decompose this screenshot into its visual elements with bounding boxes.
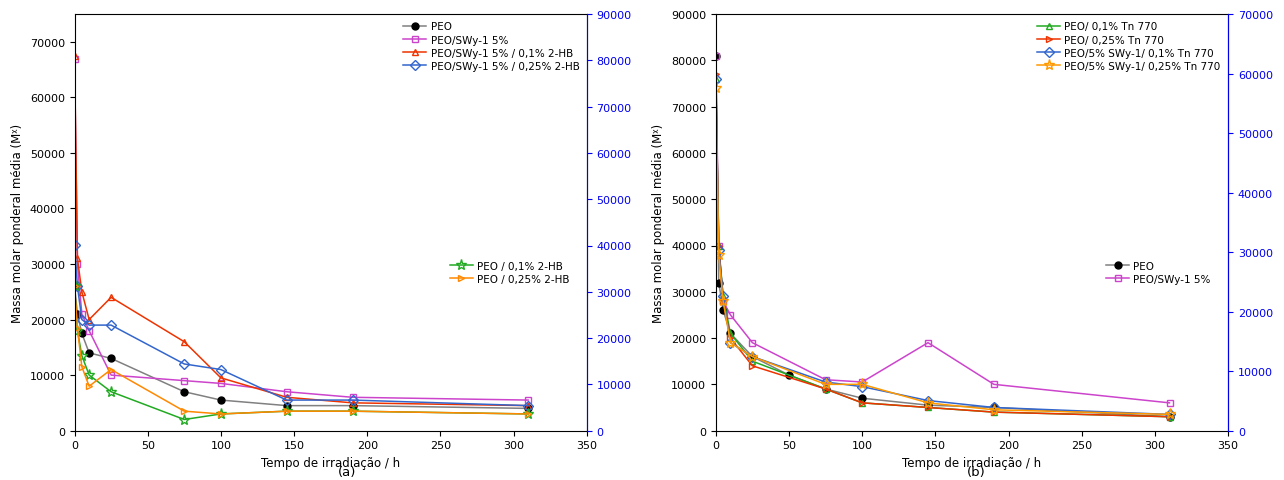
X-axis label: Tempo de irradiação / h: Tempo de irradiação / h [261,456,401,469]
Legend: PEO / 0,1% 2-HB, PEO / 0,25% 2-HB: PEO / 0,1% 2-HB, PEO / 0,25% 2-HB [448,259,571,287]
Legend: PEO, PEO/SWy-1 5%: PEO, PEO/SWy-1 5% [1104,259,1212,287]
Y-axis label: Massa molar ponderal média (Mᵡ): Massa molar ponderal média (Mᵡ) [12,123,24,322]
Text: (b): (b) [967,465,985,478]
Y-axis label: Massa molar ponderal média (Mᵡ): Massa molar ponderal média (Mᵡ) [652,123,665,322]
Text: (a): (a) [338,465,356,478]
X-axis label: Tempo de irradiação / h: Tempo de irradiação / h [903,456,1041,469]
